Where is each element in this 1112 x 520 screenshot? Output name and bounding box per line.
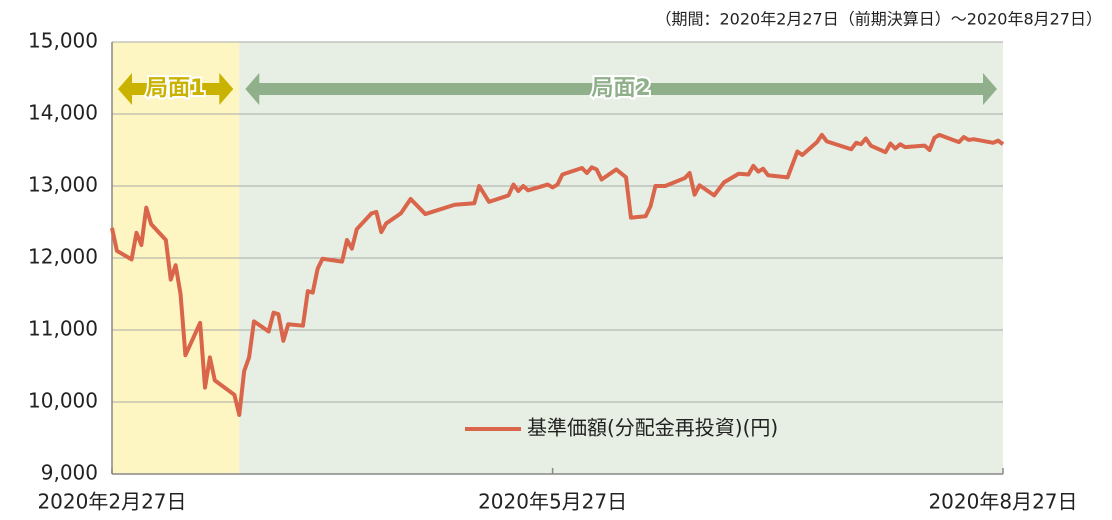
y-tick-label: 15,000	[28, 29, 98, 53]
phase-arrow	[245, 73, 998, 105]
plot: 局面1 局面2 基準価額(分配金再投資)(円)	[110, 73, 1005, 440]
y-tick-label: 14,000	[28, 101, 98, 125]
phase-label: 局面2	[591, 76, 650, 101]
grid	[111, 41, 1004, 475]
y-tick-label: 12,000	[28, 245, 98, 269]
legend-label: 基準価額(分配金再投資)(円)	[527, 416, 778, 440]
y-tick-label: 10,000	[28, 389, 98, 413]
phase-arrow	[118, 73, 234, 105]
x-tick-label: 2020年5月27日	[478, 490, 627, 514]
x-tick-label: 2020年8月27日	[928, 490, 1077, 514]
y-tick-label: 11,000	[28, 317, 98, 341]
x-tick-label: 2020年2月27日	[37, 490, 186, 514]
chart-subtitle: （期間：2020年2月27日（前期決算日）～2020年8月27日）	[655, 10, 1102, 29]
y-tick-label: 13,000	[28, 173, 98, 197]
series-line	[110, 132, 1005, 417]
y-tick-label: 9,000	[41, 461, 98, 485]
phase-label: 局面1	[146, 76, 205, 101]
